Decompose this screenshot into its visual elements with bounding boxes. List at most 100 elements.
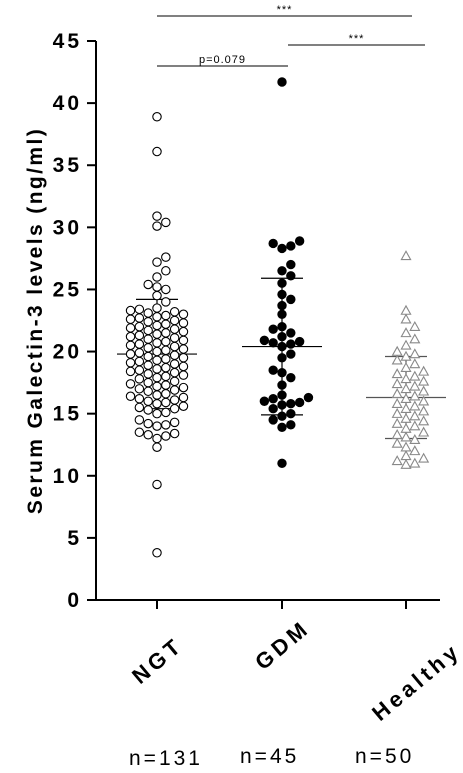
data-point [125, 305, 136, 316]
data-point [178, 326, 189, 337]
sample-size-label: n=131 [129, 747, 203, 770]
data-point [418, 426, 430, 437]
data-point [161, 431, 171, 441]
data-point [400, 402, 412, 413]
significance-brackets: *** p=0.079 *** [157, 4, 425, 67]
data-point [152, 329, 162, 339]
data-point [125, 340, 136, 351]
data-point [143, 325, 153, 336]
data-point [134, 384, 145, 394]
data-point [294, 397, 305, 408]
data-point [418, 365, 430, 376]
series-gdm [259, 77, 314, 469]
data-point [277, 77, 287, 87]
data-point [391, 417, 403, 428]
data-point [178, 344, 189, 354]
data-point [286, 339, 296, 349]
data-point [268, 338, 278, 348]
data-point [400, 350, 412, 361]
data-point [286, 271, 296, 281]
data-point [400, 422, 412, 433]
data-point [286, 349, 296, 359]
data-point [143, 334, 153, 344]
data-point [286, 259, 296, 270]
data-point [169, 385, 180, 395]
data-point [178, 401, 189, 411]
data-point [169, 417, 180, 428]
data-point [152, 272, 162, 282]
data-point [391, 397, 403, 408]
data-point [418, 385, 430, 396]
data-point [169, 428, 180, 439]
data-point [169, 359, 180, 369]
data-point [277, 411, 287, 421]
data-point [277, 390, 287, 400]
data-point [143, 279, 153, 290]
data-point [125, 323, 136, 333]
data-point [277, 422, 287, 433]
data-point [152, 303, 162, 313]
data-point [161, 420, 171, 430]
data-point [134, 356, 145, 367]
data-point [286, 328, 296, 338]
data-point [161, 336, 171, 347]
y-tick-label: 25 [53, 278, 82, 301]
data-point [152, 211, 162, 221]
y-tick-label: 5 [67, 527, 82, 550]
data-point [161, 397, 171, 408]
data-point [400, 450, 412, 461]
axes: 0 5 10 15 20 25 30 35 40 45 [53, 30, 440, 612]
data-point [418, 375, 430, 386]
y-tick-label: 10 [53, 465, 82, 488]
data-point [286, 294, 296, 305]
data-point [134, 348, 145, 358]
y-tick-label: 20 [53, 341, 82, 364]
data-point [152, 112, 162, 122]
data-point [143, 396, 153, 406]
data-points [125, 77, 430, 558]
data-point [143, 343, 153, 353]
data-point [400, 393, 412, 404]
data-point [303, 392, 314, 403]
data-point [277, 400, 287, 410]
data-point [152, 398, 162, 409]
data-point [125, 331, 136, 342]
data-point [134, 394, 145, 404]
data-point [277, 322, 287, 332]
data-point [286, 420, 296, 430]
data-point [134, 427, 145, 438]
data-point [391, 354, 403, 365]
x-category-label: Healthy [367, 638, 463, 726]
data-point [277, 353, 287, 363]
x-category-label: GDM [250, 615, 315, 675]
data-point [161, 310, 171, 321]
data-point [268, 415, 278, 425]
data-point [152, 320, 162, 331]
data-point [400, 383, 412, 394]
data-point [409, 390, 421, 401]
data-point [409, 420, 421, 431]
data-point [391, 437, 403, 448]
data-point [418, 415, 430, 426]
data-point [391, 455, 403, 466]
data-point [125, 349, 136, 359]
data-point [143, 418, 153, 429]
data-point [152, 421, 162, 431]
data-point [143, 351, 153, 362]
data-point [259, 396, 270, 406]
data-point [409, 434, 421, 444]
data-point [152, 381, 162, 392]
data-point [391, 388, 403, 399]
data-point [409, 348, 421, 359]
data-point [161, 371, 171, 382]
data-point [143, 369, 153, 379]
data-point [152, 442, 162, 452]
data-point [268, 324, 278, 334]
data-point [286, 372, 296, 383]
data-point [400, 412, 412, 423]
sample-size-label: n=50 [355, 745, 414, 768]
data-point [409, 320, 421, 331]
data-point [161, 319, 171, 329]
data-point [178, 353, 189, 363]
data-point [125, 314, 136, 325]
